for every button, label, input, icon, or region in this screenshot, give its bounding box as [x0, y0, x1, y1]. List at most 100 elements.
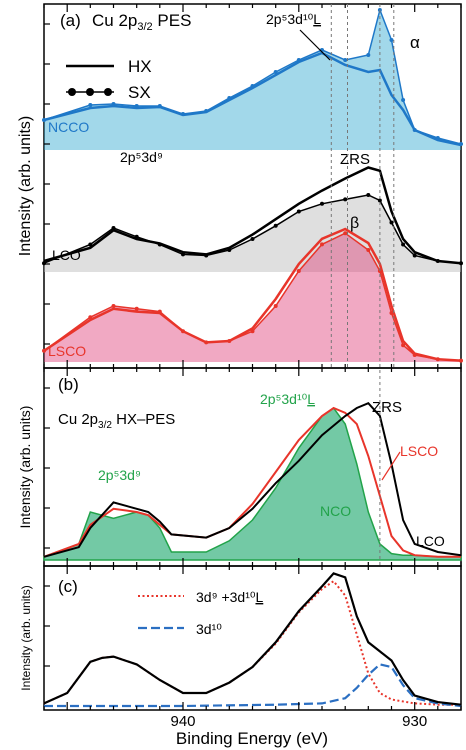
- point-lco-sx: [389, 220, 394, 225]
- point-lsco-sx: [42, 348, 46, 353]
- ylabel-c: Intensity (arb. units): [19, 585, 33, 690]
- point-lco-sx: [401, 242, 406, 247]
- point-lsco-sx: [459, 358, 463, 363]
- arrow-main-a: [299, 29, 331, 61]
- point-ncco-sx: [111, 102, 116, 106]
- point-lco-sx: [134, 234, 139, 239]
- point-lsco-sx: [227, 339, 232, 343]
- point-ncco-sx: [459, 142, 463, 146]
- panel-a-title-tail: PES: [153, 11, 192, 30]
- point-lsco-sx: [320, 242, 324, 247]
- point-lco-sx: [88, 242, 93, 247]
- label-main-a: 2p⁵3d¹⁰L: [266, 11, 321, 27]
- point-lco-sx: [296, 209, 301, 214]
- point-ncco-sx: [435, 136, 440, 140]
- label-ncco: NCCO: [48, 119, 89, 135]
- legend-hx-label: HX: [128, 57, 152, 76]
- point-ncco-sx: [296, 58, 301, 62]
- label-sat-b: 2p⁵3d⁹: [98, 467, 141, 483]
- point-ncco-sx: [204, 109, 209, 113]
- point-ncco-sx: [181, 112, 185, 116]
- point-lsco-sx: [401, 343, 406, 348]
- point-lsco-sx: [412, 353, 417, 357]
- panel-a-ticks: [43, 4, 462, 368]
- point-lsco-sx: [389, 311, 394, 315]
- x-tick-label: 930: [402, 713, 427, 730]
- label-zrs-a: ZRS: [340, 151, 370, 168]
- point-lsco-sx: [250, 329, 255, 334]
- point-lsco-sx: [111, 304, 116, 308]
- label-lco-b: LCO: [416, 533, 445, 549]
- panel-c: (c) 3d⁹ +3d¹⁰L 3d¹⁰: [43, 565, 462, 711]
- line-lsco: [43, 406, 461, 558]
- panel-b-title-sub: 3/2: [98, 420, 112, 431]
- point-ncco-sx: [250, 84, 255, 88]
- line-ncco-sx: [43, 7, 462, 145]
- arrow-lsco-b: [381, 451, 401, 481]
- reference-lines: [330, 4, 395, 566]
- area-nco: [43, 406, 462, 561]
- panel-b-title-main: Cu 2p: [58, 411, 98, 428]
- panel-a-legend: HX SX: [66, 57, 152, 102]
- label-sat-a: 2p⁵3d⁹: [120, 149, 163, 165]
- line-ncco-hx: [43, 51, 462, 147]
- point-lsco-sx: [296, 269, 301, 273]
- label-zrs-b: ZRS: [372, 399, 402, 416]
- point-lsco-sx: [88, 315, 93, 320]
- panel-b-curves: [43, 402, 462, 561]
- point-lco-sx: [343, 197, 348, 202]
- point-lco-sx: [377, 198, 382, 203]
- point-ncco-sx: [273, 70, 278, 74]
- area-ncco-sx: [44, 10, 461, 150]
- label-lsco-b: LSCO: [400, 443, 438, 459]
- label-beta: β: [350, 215, 359, 232]
- point-ncco-sx: [412, 128, 417, 132]
- panel-a-tag: (a): [60, 11, 81, 30]
- panel-c-curves: [43, 572, 462, 708]
- point-lco-sx: [366, 193, 371, 197]
- legend-sx-dot-3: [104, 88, 112, 96]
- point-lco-sx: [459, 261, 463, 266]
- panel-c-ticks: [43, 566, 462, 710]
- point-ncco-sx: [88, 103, 93, 107]
- line-lsco-sx: [43, 232, 462, 362]
- line-lsco-hx: [43, 227, 462, 362]
- label-alpha: α: [410, 33, 420, 52]
- point-ncco-sx: [366, 53, 371, 57]
- legend-d9-label: 3d⁹ +3d¹⁰L: [196, 589, 263, 605]
- panel-c-frame: [43, 565, 462, 711]
- point-ncco-sx: [389, 38, 394, 42]
- label-main-b-L: L: [307, 391, 315, 407]
- line-lco-hx: [43, 166, 462, 265]
- panel-b-title-tail: HX–PES: [112, 411, 175, 428]
- xlabel: Binding Energy (eV): [176, 729, 328, 748]
- point-lco-sx: [111, 226, 116, 230]
- panel-c-tag: (c): [58, 577, 78, 596]
- panel-a-curves: [42, 7, 463, 363]
- legend-d9-label-pre: 3d⁹ +3d¹⁰: [196, 589, 256, 605]
- label-main-a-pre: 2p⁵3d¹⁰: [266, 11, 314, 27]
- point-lsco-sx: [181, 329, 185, 334]
- area-lsco-sx: [44, 233, 461, 362]
- point-lco-sx: [204, 253, 209, 258]
- panel-a-title: Cu 2p3/2 PES: [92, 11, 191, 33]
- label-main-a-L: L: [313, 11, 321, 27]
- panel-b-tag: (b): [58, 375, 79, 394]
- point-ncco-sx: [227, 96, 232, 100]
- point-lco-sx: [157, 242, 162, 247]
- x-tick-label: 940: [170, 713, 195, 730]
- point-lco-sx: [227, 248, 232, 252]
- point-ncco-sx: [401, 98, 406, 102]
- point-lco-sx: [320, 201, 324, 206]
- panel-a-title-main: Cu 2p: [92, 11, 137, 30]
- point-ncco-sx: [42, 118, 46, 122]
- legend-d10-label: 3d¹⁰: [196, 621, 222, 637]
- point-lco-sx: [181, 252, 185, 257]
- legend-sx-dot-2: [86, 88, 94, 96]
- point-ncco-sx: [157, 104, 162, 108]
- point-ncco-sx: [134, 104, 139, 108]
- point-lsco-sx: [204, 340, 209, 345]
- area-lco-sx: [44, 195, 461, 272]
- panel-b: (b) Cu 2p3/2 HX–PES 2p⁵3d⁹ 2p⁵3d¹⁰L ZRS …: [43, 367, 462, 567]
